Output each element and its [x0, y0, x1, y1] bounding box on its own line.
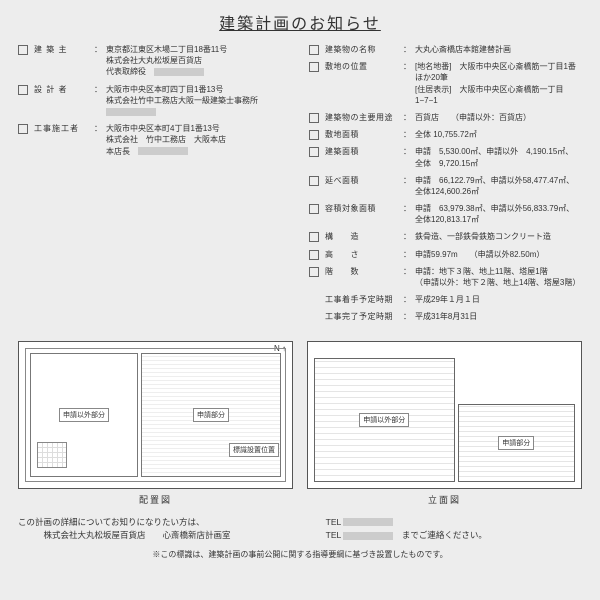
info-row: 構 造：鉄骨造、一部鉄骨鉄筋コンクリート造: [309, 231, 582, 242]
plan-tag-nonapply: 申請以外部分: [59, 408, 109, 422]
field-value: 申請59.97m （申請以外82.50m）: [415, 249, 582, 260]
site-plan-label: 配置図: [18, 493, 293, 506]
field-label: 延べ面積: [325, 175, 403, 197]
right-column: 建築物の名称：大丸心斎橋店本館建替計画敷地の位置：[地名地番] 大阪市中央区心斎…: [309, 44, 582, 329]
info-row: 高 さ：申請59.97m （申請以外82.50m）: [309, 249, 582, 260]
checkbox-icon: [309, 45, 319, 55]
field-label: 工事着手予定時期: [325, 294, 403, 305]
plan-block-apply: 申請部分: [141, 353, 281, 477]
footer-line2: 株式会社大丸松坂屋百貨店 心斎橋新店計画室: [18, 529, 326, 543]
field-value: 鉄骨造、一部鉄骨鉄筋コンクリート造: [415, 231, 582, 242]
checkbox-icon: [309, 204, 319, 214]
field-value: 平成31年8月31日: [415, 311, 582, 322]
field-value: 百貨店 （申請以外：百貨店）: [415, 112, 582, 123]
field-label: 工事施工者: [34, 123, 94, 157]
checkbox-icon: [309, 113, 319, 123]
info-row: 工事完了予定時期：平成31年8月31日: [309, 311, 582, 322]
tel-row-2: TEL までご連絡ください。: [326, 529, 582, 543]
field-label: 建築物の名称: [325, 44, 403, 55]
footer: この計画の詳細についてお知りになりたい方は、 株式会社大丸松坂屋百貨店 心斎橋新…: [18, 516, 582, 562]
field-value: 東京都江東区木場二丁目18番11号株式会社大丸松坂屋百貨店代表取締役: [106, 44, 291, 78]
field-label: 敷地の位置: [325, 61, 403, 106]
elevation: 申請以外部分 申請部分 立面図: [307, 341, 582, 506]
elev-block-nonapply: 申請以外部分: [314, 358, 455, 481]
site-plan: N ↑ 申請以外部分 申請部分 標識設置位置 配置図: [18, 341, 293, 506]
info-row: 建築物の主要用途：百貨店 （申請以外：百貨店）: [309, 112, 582, 123]
elev-block-apply: 申請部分: [458, 404, 575, 482]
field-label: 容積対象面積: [325, 203, 403, 225]
elevation-label: 立面図: [307, 493, 582, 506]
field-value: 全体 10,755.72㎡: [415, 129, 582, 140]
info-row: 設 計 者：大阪市中央区本町四丁目1番13号株式会社竹中工務店大阪一級建築士事務…: [18, 84, 291, 118]
redacted: [343, 532, 393, 540]
checkbox-icon: [309, 250, 319, 260]
info-row: 建 築 主：東京都江東区木場二丁目18番11号株式会社大丸松坂屋百貨店代表取締役: [18, 44, 291, 78]
field-label: 階 数: [325, 266, 403, 288]
info-row: 敷地面積：全体 10,755.72㎡: [309, 129, 582, 140]
page-title: 建築計画のお知らせ: [18, 10, 582, 34]
checkbox-icon: [309, 147, 319, 157]
tel-row-1: TEL: [326, 516, 582, 530]
plan-block-nonapply: 申請以外部分: [30, 353, 138, 477]
field-value: [地名地番] 大阪市中央区心斎橋筋一丁目1番ほか20筆[住居表示] 大阪市中央区…: [415, 61, 582, 106]
info-row: 階 数：申請：地下３階、地上11階、塔屋1階（申請以外：地下２階、地上14階、塔…: [309, 266, 582, 288]
redacted: [343, 518, 393, 526]
field-label: 工事完了予定時期: [325, 311, 403, 322]
field-value: 申請 63,979.38㎡、申請以外56,833.79㎡、全体120,813.1…: [415, 203, 582, 225]
info-row: 容積対象面積：申請 63,979.38㎡、申請以外56,833.79㎡、全体12…: [309, 203, 582, 225]
checkbox-icon: [18, 85, 28, 95]
checkbox-icon: [309, 130, 319, 140]
field-label: 設 計 者: [34, 84, 94, 118]
field-value: 大阪市中央区本町四丁目1番13号株式会社竹中工務店大阪一級建築士事務所: [106, 84, 291, 118]
checkbox-icon: [309, 267, 319, 277]
checkbox-icon: [309, 62, 319, 72]
plan-tag-apply: 申請部分: [193, 408, 229, 422]
footer-line1: この計画の詳細についてお知りになりたい方は、: [18, 516, 326, 530]
info-row: 敷地の位置：[地名地番] 大阪市中央区心斎橋筋一丁目1番ほか20筆[住居表示] …: [309, 61, 582, 106]
checkbox-icon: [18, 45, 28, 55]
info-row: 工事施工者：大阪市中央区本町4丁目1番13号株式会社 竹中工務店 大阪本店本店長: [18, 123, 291, 157]
marker-label: 標識設置位置: [229, 443, 279, 457]
info-row: 工事着手予定時期：平成29年１月１日: [309, 294, 582, 305]
left-column: 建 築 主：東京都江東区木場二丁目18番11号株式会社大丸松坂屋百貨店代表取締役…: [18, 44, 291, 329]
field-label: 建築面積: [325, 146, 403, 168]
info-columns: 建 築 主：東京都江東区木場二丁目18番11号株式会社大丸松坂屋百貨店代表取締役…: [18, 44, 582, 329]
field-value: 大丸心斎橋店本館建替計画: [415, 44, 582, 55]
field-value: 平成29年１月１日: [415, 294, 582, 305]
site-plan-box: N ↑ 申請以外部分 申請部分 標識設置位置: [18, 341, 293, 489]
checkbox-icon: [309, 232, 319, 242]
elev-tag-nonapply: 申請以外部分: [359, 413, 409, 427]
info-row: 建築物の名称：大丸心斎橋店本館建替計画: [309, 44, 582, 55]
field-value: 申請：地下３階、地上11階、塔屋1階（申請以外：地下２階、地上14階、塔屋3階）: [415, 266, 582, 288]
elev-tag-apply: 申請部分: [498, 436, 534, 450]
field-label: 高 さ: [325, 249, 403, 260]
info-row: 延べ面積：申請 66,122.79㎡、申請以外58,477.47㎡、全体124,…: [309, 175, 582, 197]
field-value: 申請 66,122.79㎡、申請以外58,477.47㎡、全体124,600.2…: [415, 175, 582, 197]
checkbox-icon: [18, 124, 28, 134]
info-row: 建築面積：申請 5,530.00㎡、申請以外 4,190.15㎡、全体 9,72…: [309, 146, 582, 168]
diagrams-row: N ↑ 申請以外部分 申請部分 標識設置位置 配置図 申請以外部分 申請部: [18, 341, 582, 506]
footer-note: ※この標識は、建築計画の事前公開に関する指導要綱に基づき設置したものです。: [18, 549, 582, 562]
field-label: 敷地面積: [325, 129, 403, 140]
field-value: 申請 5,530.00㎡、申請以外 4,190.15㎡、全体 9,720.15㎡: [415, 146, 582, 168]
elevation-box: 申請以外部分 申請部分: [307, 341, 582, 489]
checkbox-icon: [309, 176, 319, 186]
field-label: 構 造: [325, 231, 403, 242]
field-label: 建 築 主: [34, 44, 94, 78]
field-value: 大阪市中央区本町4丁目1番13号株式会社 竹中工務店 大阪本店本店長: [106, 123, 291, 157]
field-label: 建築物の主要用途: [325, 112, 403, 123]
